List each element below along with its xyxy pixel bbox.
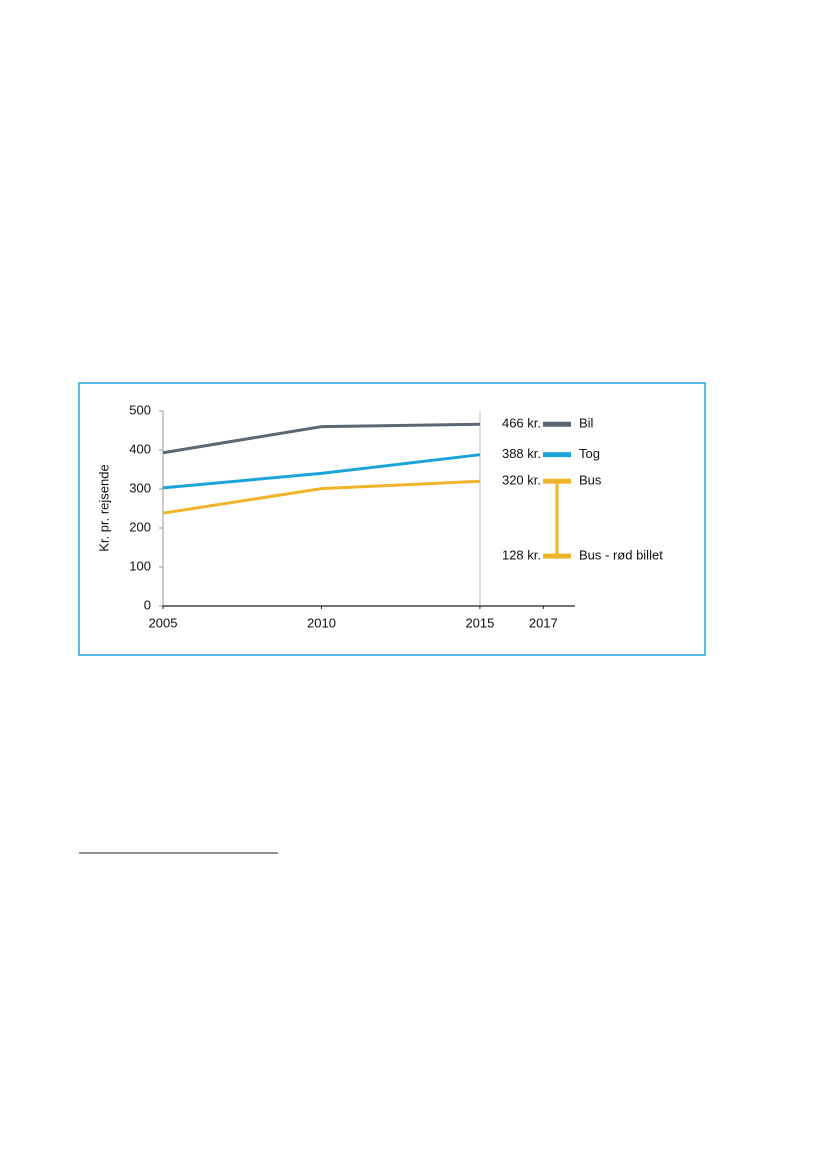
- y-tick-label: 500: [129, 402, 151, 417]
- line-series: [162, 422, 480, 455]
- value-label: 320 kr.: [502, 473, 541, 488]
- value-label: 466 kr.: [502, 416, 541, 431]
- value-label: 388 kr.: [502, 446, 541, 461]
- chart-frame: [78, 382, 706, 656]
- y-tick-label: 200: [129, 519, 151, 534]
- legend-swatch: [543, 421, 571, 427]
- x-tick-label: 2005: [149, 615, 178, 630]
- legend-swatch: [543, 452, 571, 458]
- legend-label: Bus: [579, 473, 602, 488]
- y-axis-label: Kr. pr. rejsende: [96, 464, 111, 551]
- y-tick-label: 400: [129, 441, 151, 456]
- value-label: 128 kr.: [502, 548, 541, 563]
- line-series: [162, 453, 481, 490]
- x-tick-label: 2017: [529, 615, 558, 630]
- line-series: [162, 479, 480, 515]
- legend-label: Bus - rød billet: [579, 548, 663, 563]
- y-tick-label: 100: [129, 558, 151, 573]
- x-tick-label: 2010: [307, 615, 336, 630]
- legend-swatch: [543, 553, 571, 559]
- legend-label: Bil: [579, 416, 594, 431]
- y-tick-label: 0: [144, 597, 151, 612]
- legend-label: Tog: [579, 446, 600, 461]
- x-tick-label: 2015: [465, 615, 494, 630]
- y-tick-label: 300: [129, 480, 151, 495]
